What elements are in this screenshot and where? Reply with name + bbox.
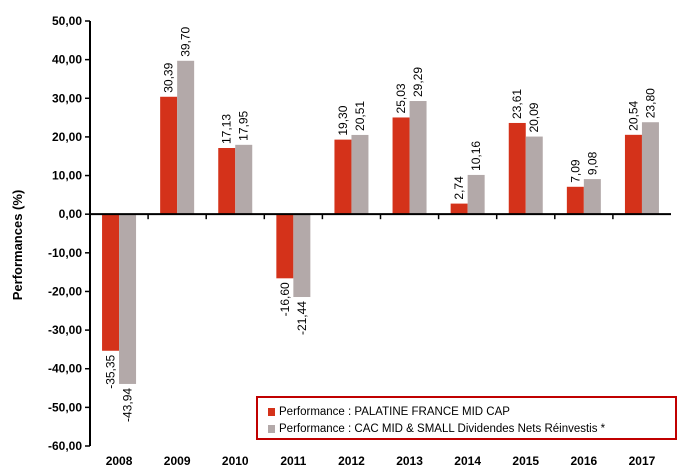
bar-value-label: 17,95 — [237, 110, 251, 140]
y-tick-label: 20,00 — [52, 130, 82, 144]
bar-cac-2015 — [525, 136, 543, 215]
bar-value-label: 23,80 — [643, 88, 657, 118]
y-tick-label: -10,00 — [48, 246, 82, 260]
y-tick-label: -50,00 — [48, 400, 82, 414]
bar-palatine-2009 — [160, 96, 178, 215]
bar-cac-2010 — [235, 144, 253, 215]
bar-cac-2011 — [293, 214, 311, 298]
y-tick-label: 0,00 — [59, 207, 83, 221]
bar-value-label: -21,44 — [295, 301, 309, 335]
x-tick-label: 2012 — [338, 454, 365, 468]
bar-cac-2014 — [467, 174, 485, 215]
bar-value-label: -35,35 — [104, 354, 118, 388]
x-tick-label: 2016 — [570, 454, 597, 468]
bar-value-label: 19,30 — [336, 105, 350, 135]
y-tick-label: -60,00 — [48, 439, 82, 453]
y-axis-ticks: -60,00 -50,00 -40,00 -30,00 -20,00 -10,00 0,00… — [48, 14, 90, 453]
bar-value-label: 29,29 — [411, 67, 425, 97]
bar-value-label: 25,03 — [394, 83, 408, 113]
legend-label-palatine: Performance : PALATINE FRANCE MID CAP — [279, 406, 510, 418]
bar-palatine-2017 — [624, 134, 642, 215]
x-tick-label: 2010 — [222, 454, 249, 468]
x-tick-label: 2017 — [629, 454, 656, 468]
y-tick-label: -40,00 — [48, 362, 82, 376]
bar-value-label: 39,70 — [179, 26, 193, 56]
bar-value-label: 20,51 — [353, 101, 367, 131]
bar-palatine-2015 — [508, 122, 526, 215]
bar-value-label: 10,16 — [469, 141, 483, 171]
legend-swatch-palatine — [268, 408, 275, 416]
bar-value-label: -16,60 — [278, 282, 292, 316]
bar-cac-2013 — [409, 101, 427, 215]
y-tick-label: 50,00 — [52, 14, 82, 28]
bar-palatine-2016 — [566, 186, 584, 215]
legend-item-palatine: Performance : PALATINE FRANCE MID CAP — [268, 403, 510, 421]
y-axis-label: Performances (%) — [10, 190, 25, 301]
bar-cac-2008 — [119, 214, 137, 384]
bar-cac-2016 — [583, 179, 601, 215]
bar-value-label: 20,09 — [527, 102, 541, 132]
legend-swatch-cac — [268, 425, 275, 433]
x-tick-label: 2013 — [396, 454, 423, 468]
bar-value-label: -43,94 — [121, 388, 135, 422]
x-tick-label: 2008 — [106, 454, 133, 468]
bar-value-label: 30,39 — [162, 62, 176, 92]
bar-value-label: 17,13 — [220, 114, 234, 144]
x-tick-label: 2014 — [454, 454, 481, 468]
bar-value-label: 9,08 — [585, 151, 599, 175]
x-tick-label: 2015 — [512, 454, 539, 468]
x-tick-label: 2011 — [280, 454, 306, 468]
bar-cac-2017 — [641, 122, 659, 215]
bar-palatine-2010 — [218, 147, 236, 215]
legend-label-cac: Performance : CAC MID & SMALL Dividendes… — [279, 423, 606, 435]
bar-value-label: 2,74 — [452, 176, 466, 200]
bars — [102, 60, 659, 384]
bar-palatine-2012 — [334, 139, 352, 215]
x-axis-ticks: 2008 2009 2010 2011 2012 2013 2014 2015 2016 2017 — [106, 214, 656, 468]
bar-palatine-2011 — [276, 214, 294, 279]
y-tick-label: -20,00 — [48, 284, 82, 298]
legend: Performance : PALATINE FRANCE MID CAP Pe… — [256, 396, 677, 440]
bar-value-label: 23,61 — [510, 89, 524, 119]
y-tick-label: 10,00 — [52, 169, 82, 183]
bar-value-label: 7,09 — [568, 159, 582, 183]
x-tick-label: 2009 — [164, 454, 191, 468]
bar-value-label: 20,54 — [626, 100, 640, 130]
y-tick-label: -30,00 — [48, 323, 82, 337]
bar-cac-2012 — [351, 134, 369, 215]
bar-palatine-2013 — [392, 117, 410, 215]
y-tick-label: 30,00 — [52, 91, 82, 105]
legend-item-cac: Performance : CAC MID & SMALL Dividendes… — [268, 420, 605, 438]
bar-cac-2009 — [177, 60, 195, 215]
y-tick-label: 40,00 — [52, 53, 82, 67]
bar-palatine-2014 — [450, 203, 468, 215]
bar-palatine-2008 — [102, 214, 120, 351]
